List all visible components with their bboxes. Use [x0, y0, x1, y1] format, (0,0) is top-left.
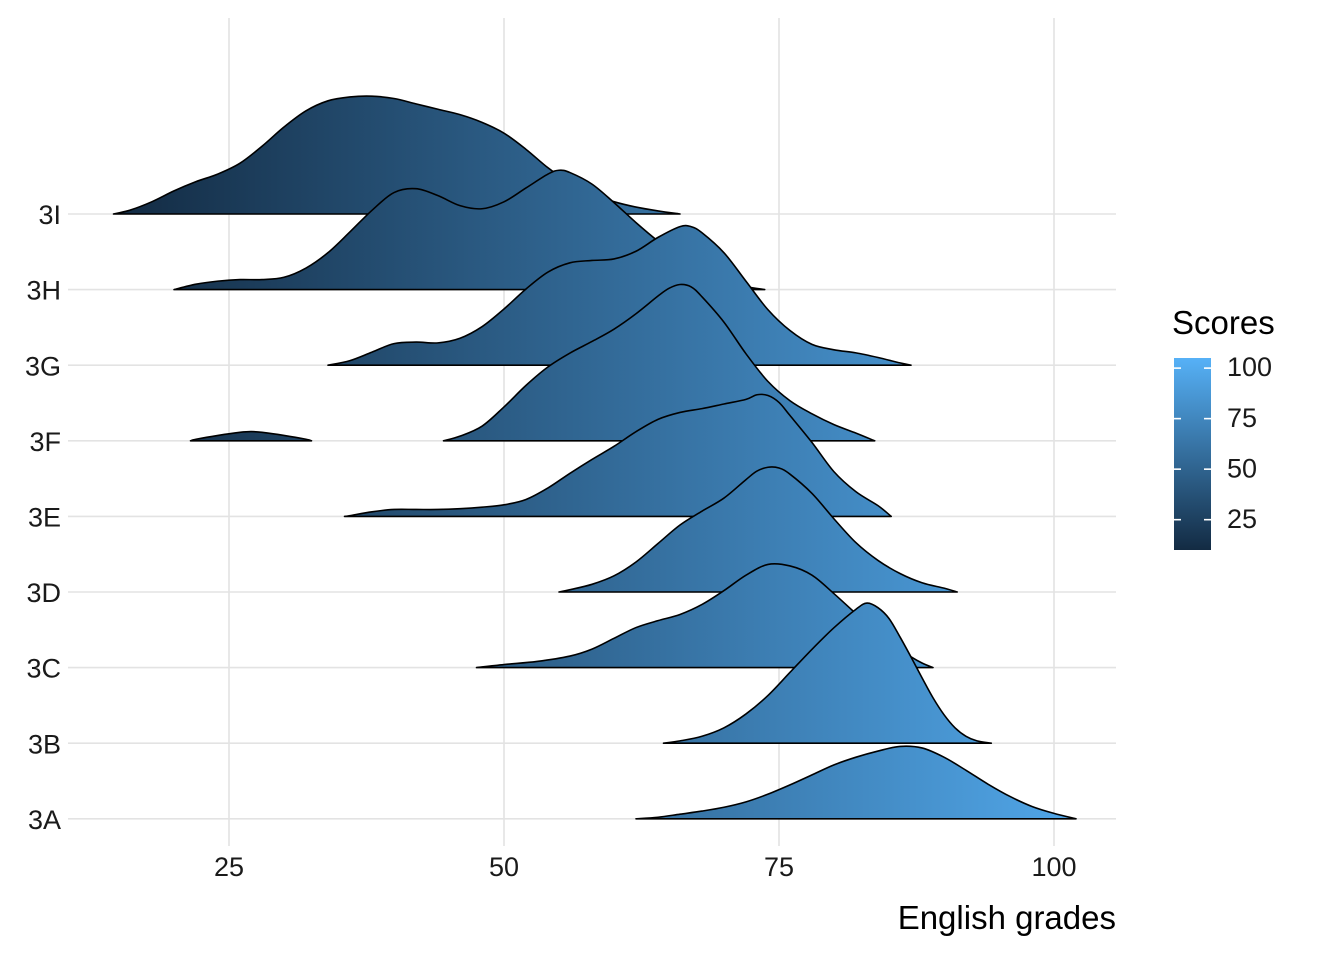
- legend-label-25: 25: [1227, 504, 1257, 534]
- x-tick-label-25: 25: [214, 852, 244, 882]
- ridge-3A: [635, 745, 1077, 820]
- ridges: [112, 95, 1077, 820]
- x-tick-label-100: 100: [1031, 852, 1076, 882]
- y-tick-label-3A: 3A: [28, 805, 61, 835]
- y-tick-label-3D: 3D: [26, 578, 61, 608]
- y-tick-label-3I: 3I: [38, 200, 61, 230]
- ridge-3D: [558, 466, 958, 593]
- y-tick-label-3B: 3B: [28, 729, 61, 759]
- legend-colorbar: [1174, 358, 1211, 550]
- y-axis-tick-labels: 3A 3B 3C 3D 3E 3F 3G 3H 3I: [25, 200, 61, 835]
- legend-title: Scores: [1172, 304, 1275, 341]
- ridge-3G: [327, 224, 912, 366]
- legend-label-100: 100: [1227, 352, 1272, 382]
- legend-label-50: 50: [1227, 453, 1257, 483]
- y-tick-label-3H: 3H: [26, 276, 61, 306]
- ridge-area-3F-1: [189, 430, 313, 442]
- y-tick-label-3C: 3C: [26, 654, 61, 684]
- x-tick-label-75: 75: [764, 852, 794, 882]
- legend-ticks: 100 75 50 25: [1174, 352, 1272, 534]
- ridge-area-3D: [558, 466, 958, 593]
- legend: Scores 100 75 50 25: [1172, 304, 1275, 550]
- y-tick-label-3E: 3E: [28, 503, 61, 533]
- y-tick-label-3F: 3F: [29, 427, 61, 457]
- legend-label-75: 75: [1227, 403, 1257, 433]
- ridge-area-3B: [662, 602, 993, 744]
- x-axis-tick-labels: 25 50 75 100: [214, 852, 1077, 882]
- y-tick-label-3G: 3G: [25, 351, 61, 381]
- x-axis-title: English grades: [898, 899, 1116, 936]
- ridge-area-3G: [327, 224, 912, 366]
- x-tick-label-50: 50: [489, 852, 519, 882]
- ridge-area-3A: [635, 745, 1077, 820]
- ridge-3B: [662, 602, 993, 744]
